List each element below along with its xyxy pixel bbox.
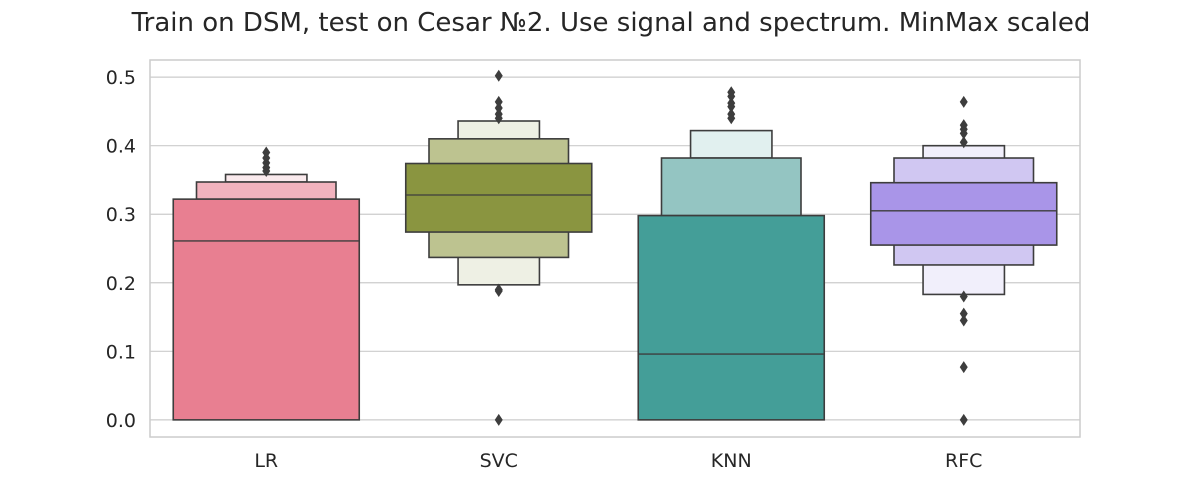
boxen-group-svc xyxy=(404,69,593,426)
boxes xyxy=(172,69,1058,426)
outlier-point xyxy=(727,86,736,99)
outlier-point xyxy=(494,413,503,426)
outlier-point xyxy=(494,101,503,114)
x-tick-label: LR xyxy=(254,450,278,472)
y-tick-label: 0.0 xyxy=(106,410,136,432)
outlier-point xyxy=(959,95,968,108)
outlier-point xyxy=(959,119,968,132)
plot-frame xyxy=(149,59,1081,438)
outlier-point xyxy=(262,146,271,159)
y-tick-label: 0.4 xyxy=(106,136,136,158)
y-tick-label: 0.1 xyxy=(106,341,136,363)
box-level-3 xyxy=(689,129,773,159)
x-axis-ticks: LR SVC KNN RFC xyxy=(254,450,982,472)
x-tick-label: KNN xyxy=(711,450,752,472)
boxen-group-lr xyxy=(172,146,361,421)
box-level-1 xyxy=(172,198,361,421)
outlier-point xyxy=(494,108,503,121)
x-tick-label: SVC xyxy=(480,450,518,472)
boxen-group-knn xyxy=(637,86,826,421)
outlier-point xyxy=(959,413,968,426)
y-axis-ticks: 0.0 0.1 0.2 0.3 0.4 0.5 xyxy=(106,67,136,432)
x-tick-label: RFC xyxy=(945,450,982,472)
outlier-point xyxy=(959,290,968,303)
chart-title: Train on DSM, test on Cesar №2. Use sign… xyxy=(131,8,1091,38)
boxen-group-rfc xyxy=(869,95,1058,426)
outlier-point xyxy=(494,283,503,296)
outlier-point xyxy=(959,307,968,320)
outlier-point xyxy=(494,95,503,108)
y-tick-label: 0.5 xyxy=(106,67,136,89)
outlier-point xyxy=(727,108,736,121)
box-level-1 xyxy=(869,181,1058,246)
outlier-point xyxy=(494,69,503,82)
outlier-point xyxy=(959,314,968,327)
y-tick-label: 0.2 xyxy=(106,273,136,295)
outlier-point xyxy=(959,136,968,149)
box-level-2 xyxy=(195,181,337,200)
outlier-point xyxy=(727,97,736,110)
box-level-1 xyxy=(637,214,826,421)
outlier-point xyxy=(959,361,968,374)
box-level-2 xyxy=(660,157,802,217)
y-tick-label: 0.3 xyxy=(106,204,136,226)
box-level-1 xyxy=(404,162,593,233)
